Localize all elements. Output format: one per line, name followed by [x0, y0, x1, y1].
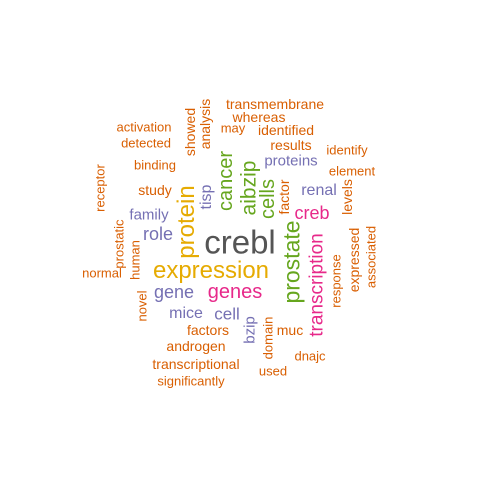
- word-renal: renal: [301, 182, 337, 199]
- word-element: element: [328, 163, 376, 179]
- word-factors: factors: [186, 322, 230, 338]
- word-expression: expression: [152, 257, 270, 284]
- word-detected: detected: [121, 135, 171, 151]
- word-used: used: [258, 363, 288, 379]
- word-transcription: transcription: [306, 233, 328, 337]
- word-gene: gene: [153, 282, 195, 302]
- word-activation: activation: [116, 119, 172, 135]
- word-muc: muc: [276, 322, 304, 338]
- word-proteins: proteins: [264, 152, 318, 170]
- word-associated: associated: [363, 225, 379, 289]
- word-role: role: [142, 224, 174, 244]
- word-receptor: receptor: [92, 164, 108, 212]
- word-tisp: tisp: [198, 184, 215, 210]
- word-whereas: whereas: [232, 109, 286, 125]
- word-normal: normal: [82, 265, 122, 281]
- word-significantly: significantly: [157, 373, 225, 389]
- word-study: study: [138, 182, 172, 198]
- word-factor: factor: [276, 179, 292, 215]
- word-identified: identified: [257, 122, 315, 138]
- word-protein: protein: [173, 185, 200, 259]
- word-family: family: [129, 206, 169, 224]
- word-human: human: [127, 240, 143, 280]
- word-binding: binding: [134, 157, 176, 173]
- word-cell: cell: [214, 304, 240, 324]
- word-may: may: [220, 120, 246, 136]
- word-domain: domain: [260, 316, 276, 360]
- word-showed: showed: [182, 107, 198, 157]
- word-identify: identify: [326, 142, 368, 158]
- word-analysis: analysis: [197, 98, 213, 150]
- word-prostate: prostate: [278, 220, 305, 304]
- word-bzip: bzip: [241, 316, 259, 344]
- word-genes: genes: [207, 281, 263, 303]
- word-androgen: androgen: [166, 338, 226, 354]
- word-mice: mice: [169, 305, 203, 322]
- word-dnajc: dnajc: [294, 348, 326, 364]
- word-cells: cells: [257, 178, 279, 220]
- word-levels: levels: [339, 179, 355, 215]
- word-creb: creb: [294, 203, 330, 223]
- word-prostatic: prostatic: [111, 219, 127, 269]
- word-results: results: [270, 137, 312, 153]
- word-novel: novel: [134, 290, 150, 322]
- word-expressed: expressed: [346, 227, 362, 293]
- word-cancer: cancer: [215, 150, 237, 212]
- word-crebl: crebl: [204, 223, 276, 261]
- word-response: response: [328, 254, 344, 308]
- word-transcriptional: transcriptional: [152, 356, 240, 372]
- word-transmembrane: transmembrane: [225, 96, 325, 112]
